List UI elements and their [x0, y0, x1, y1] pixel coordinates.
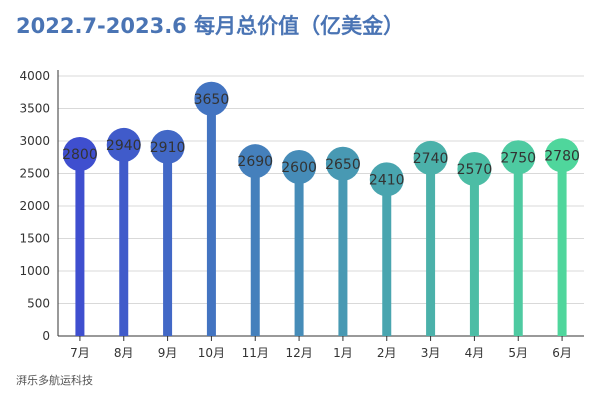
bar-stem — [163, 146, 173, 336]
data-label: 2910 — [150, 140, 186, 156]
y-tick-label: 3500 — [19, 102, 50, 116]
data-labels: 2800 2940 2910 3650 2690 2600 2650 2410 2740 2570… — [62, 92, 580, 189]
y-tick-label: 2500 — [19, 167, 50, 181]
y-tick-label: 4000 — [19, 69, 50, 83]
data-label: 2600 — [281, 160, 317, 176]
x-tick-label: 7月 — [70, 346, 90, 360]
bar-head — [457, 151, 492, 186]
bar-stem — [557, 155, 567, 336]
data-label: 2750 — [500, 150, 536, 166]
bar-head — [150, 129, 185, 164]
bar-stem — [469, 168, 479, 336]
data-label: 3650 — [194, 92, 230, 108]
bar-head — [106, 127, 141, 162]
data-label: 2780 — [544, 148, 580, 164]
source-caption: 湃乐多航运科技 — [16, 374, 93, 387]
y-tick-label: 1500 — [19, 232, 50, 246]
bar-stem — [513, 157, 523, 336]
x-tick-label: 11月 — [242, 346, 269, 360]
gridlines — [58, 75, 584, 304]
x-tick-label: 1月 — [333, 346, 353, 360]
chart-title: 2022.7-2023.6 每月总价值（亿美金） — [16, 14, 405, 38]
bar-head — [62, 137, 97, 171]
x-tick-label: 2月 — [377, 346, 397, 360]
x-tick-label: 12月 — [285, 346, 312, 360]
bar-head — [545, 138, 580, 173]
y-tick-label: 2000 — [19, 199, 50, 213]
y-tick-label: 3000 — [19, 134, 50, 148]
bar-head — [325, 146, 360, 181]
x-tick-label: 10月 — [198, 346, 225, 360]
bar-head — [194, 81, 229, 116]
bar-stem — [119, 144, 129, 336]
x-tick-label: 4月 — [465, 346, 485, 360]
y-tick-label: 500 — [27, 297, 50, 311]
bar-stem — [206, 98, 216, 336]
data-label: 2410 — [369, 172, 405, 188]
data-label: 2650 — [325, 157, 361, 173]
y-tick-label: 1000 — [19, 264, 50, 278]
bar-head — [501, 140, 536, 175]
x-tick-label: 5月 — [508, 346, 528, 360]
bar-head — [282, 150, 317, 184]
x-tick-label: 8月 — [114, 346, 134, 360]
bar-stem — [426, 157, 436, 336]
data-label: 2740 — [413, 151, 449, 167]
data-label: 2570 — [457, 162, 493, 178]
bar-head — [238, 144, 273, 179]
bar-stem — [338, 163, 348, 336]
data-label: 2690 — [237, 154, 273, 170]
bar-stem — [294, 167, 304, 336]
y-axis: 0 500 1000 1500 2000 2500 3000 3500 4000 — [19, 69, 59, 343]
data-label: 2800 — [62, 147, 98, 163]
y-tick-label: 0 — [42, 329, 50, 343]
bar-head — [413, 140, 448, 175]
bars — [62, 81, 580, 336]
x-tick-label: 3月 — [421, 346, 441, 360]
data-label: 2940 — [106, 138, 142, 154]
bar-head — [369, 162, 404, 197]
bar-stem — [250, 161, 260, 336]
x-tick-label: 6月 — [552, 346, 572, 360]
x-tick-label: 9月 — [158, 346, 178, 360]
bar-stem — [75, 154, 85, 336]
x-axis: 7月 8月 9月 10月 11月 12月 1月 2月 3月 4月 5月 6月 — [58, 335, 584, 360]
bar-stem — [382, 179, 392, 336]
